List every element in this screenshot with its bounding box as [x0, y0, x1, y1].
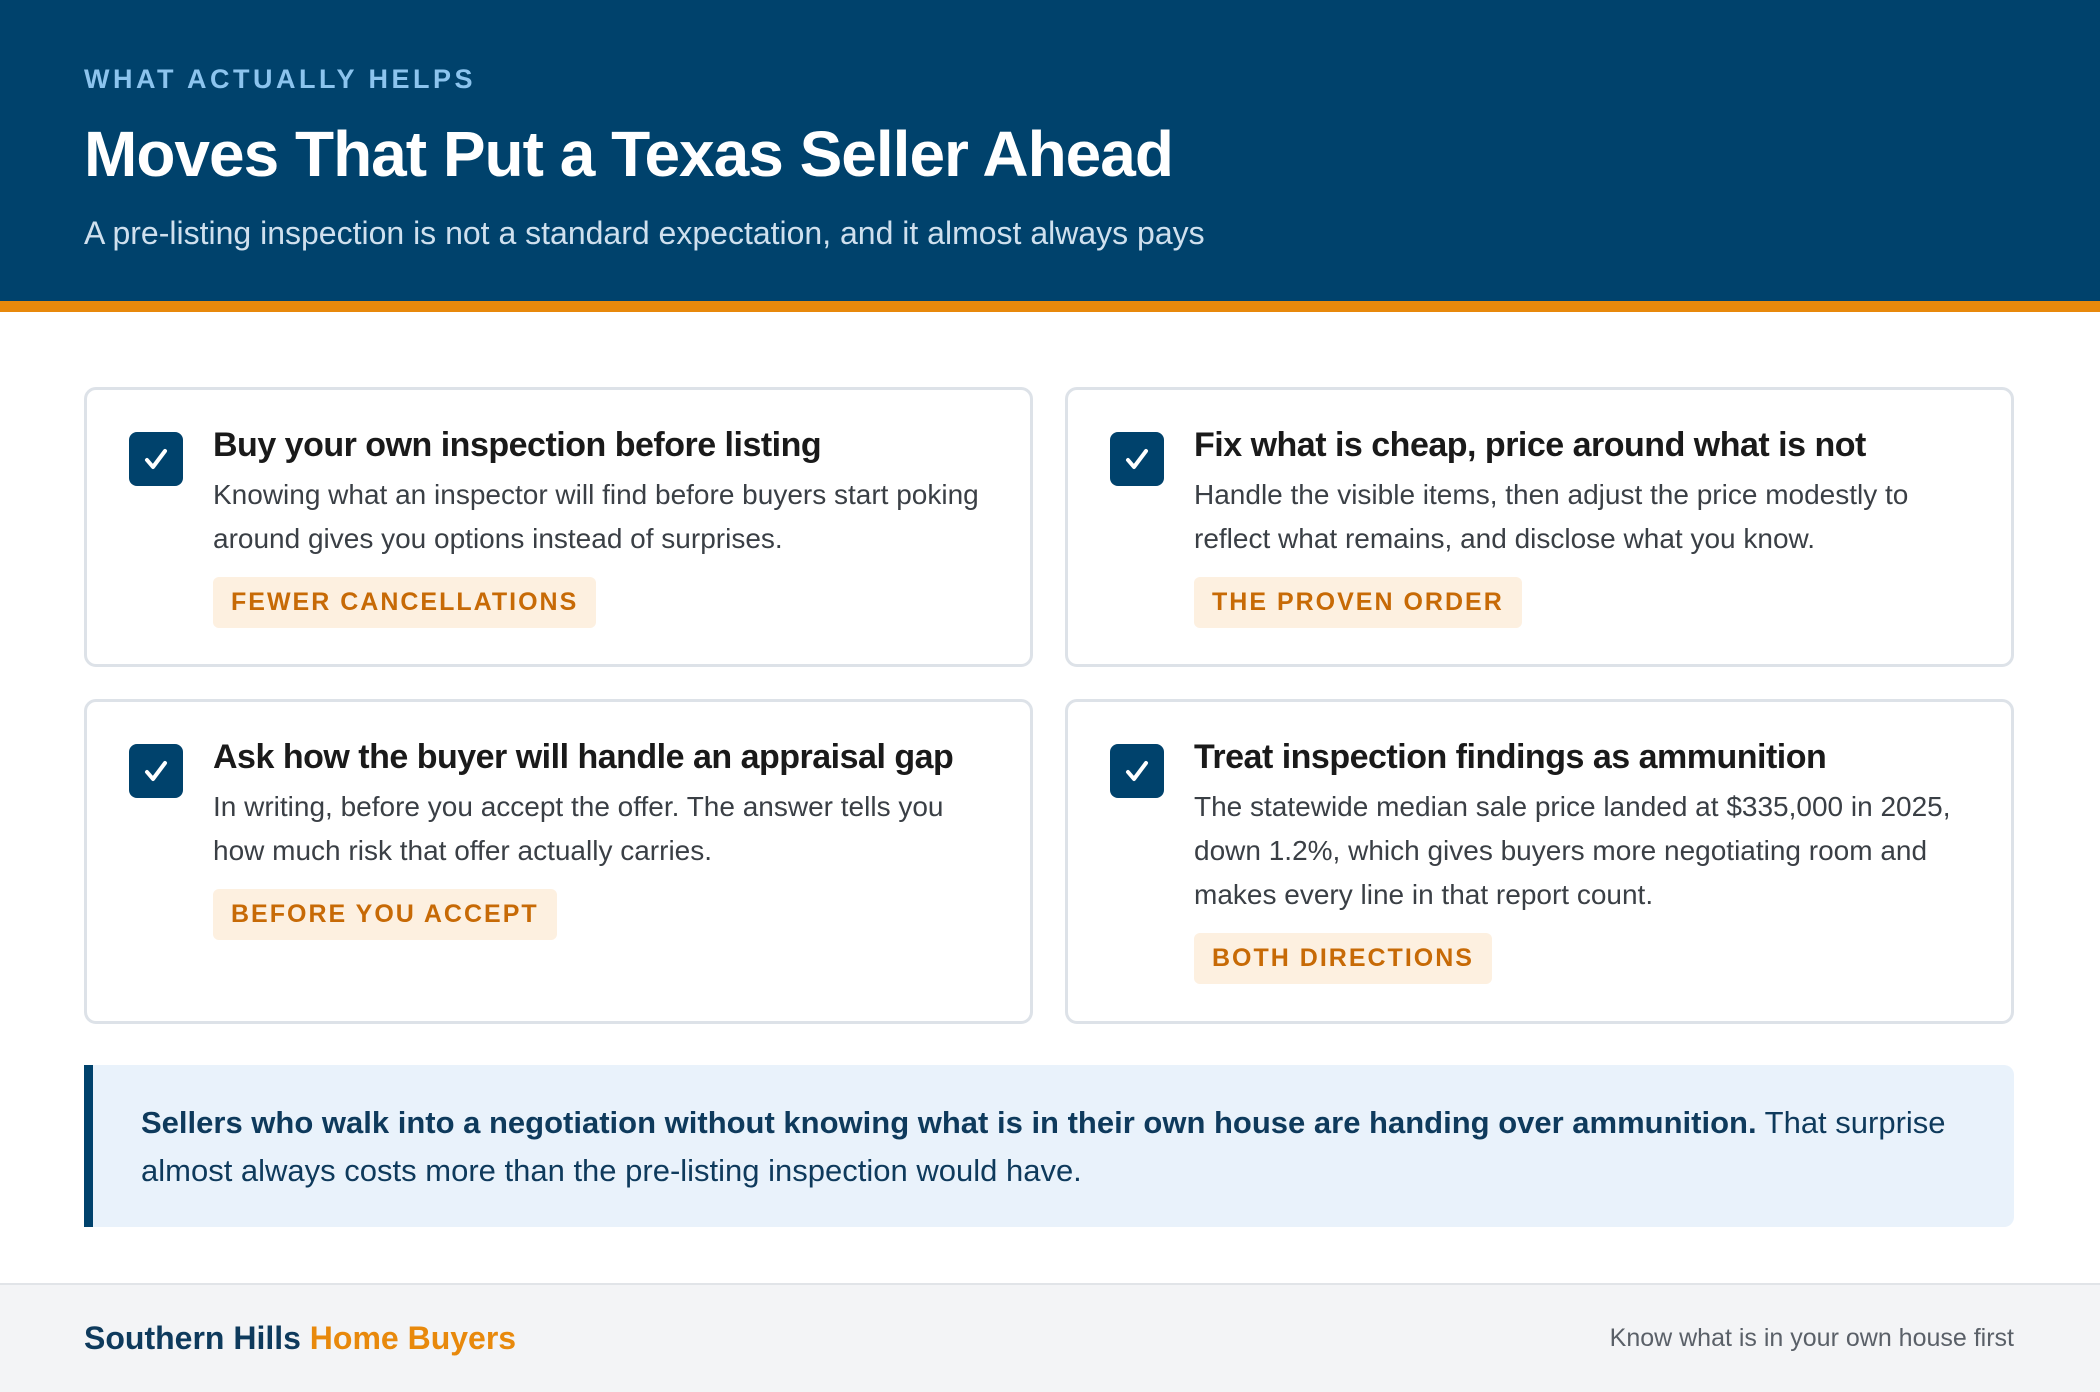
card-content: Ask how the buyer will handle an apprais… — [213, 738, 990, 1021]
check-icon — [1110, 432, 1164, 486]
card-body: Knowing what an inspector will find befo… — [213, 479, 979, 554]
check-icon — [129, 744, 183, 798]
card-tag: FEWER CANCELLATIONS — [213, 577, 597, 628]
check-icon — [1110, 744, 1164, 798]
card: Fix what is cheap, price around what is … — [1065, 387, 2014, 667]
card-body: In writing, before you accept the offer.… — [213, 791, 944, 866]
card-title: Fix what is cheap, price around what is … — [1194, 426, 1866, 464]
brand-part2: Home Buyers — [309, 1320, 517, 1356]
callout-text: That surprise almost always costs more t… — [141, 1105, 1946, 1188]
callout: Sellers who walk into a negotiation with… — [84, 1065, 2014, 1227]
brand-part1: Southern Hills — [84, 1320, 301, 1356]
callout-bold: Sellers who walk into a negotiation with… — [141, 1105, 1757, 1140]
header: WHAT ACTUALLY HELPS Moves That Put a Tex… — [0, 0, 2100, 312]
card-tag: THE PROVEN ORDER — [1194, 577, 1522, 628]
card-content: Fix what is cheap, price around what is … — [1194, 426, 1971, 664]
tagline: Know what is in your own house first — [1609, 1324, 2014, 1352]
eyebrow: WHAT ACTUALLY HELPS — [84, 64, 477, 94]
card-title: Treat inspection findings as ammunition — [1194, 738, 1827, 776]
card-title: Ask how the buyer will handle an apprais… — [213, 738, 954, 776]
card-content: Treat inspection findings as ammunition T… — [1194, 738, 1971, 1021]
card: Treat inspection findings as ammunition T… — [1065, 699, 2014, 1024]
card: Ask how the buyer will handle an apprais… — [84, 699, 1033, 1024]
page-title: Moves That Put a Texas Seller Ahead — [84, 118, 1174, 190]
card-tag: BOTH DIRECTIONS — [1194, 933, 1492, 984]
card: Buy your own inspection before listing Kn… — [84, 387, 1033, 667]
card-grid: Buy your own inspection before listing Kn… — [84, 387, 2014, 1024]
card-body: Handle the visible items, then adjust th… — [1194, 479, 1909, 554]
card-body: The statewide median sale price landed a… — [1194, 791, 1951, 910]
subtitle: A pre-listing inspection is not a standa… — [84, 215, 1205, 251]
card-title: Buy your own inspection before listing — [213, 426, 822, 464]
footer: Southern Hills Home Buyers Know what is … — [0, 1283, 2100, 1392]
card-tag: BEFORE YOU ACCEPT — [213, 889, 557, 940]
check-icon — [129, 432, 183, 486]
card-content: Buy your own inspection before listing Kn… — [213, 426, 990, 664]
brand: Southern Hills Home Buyers — [84, 1320, 516, 1357]
